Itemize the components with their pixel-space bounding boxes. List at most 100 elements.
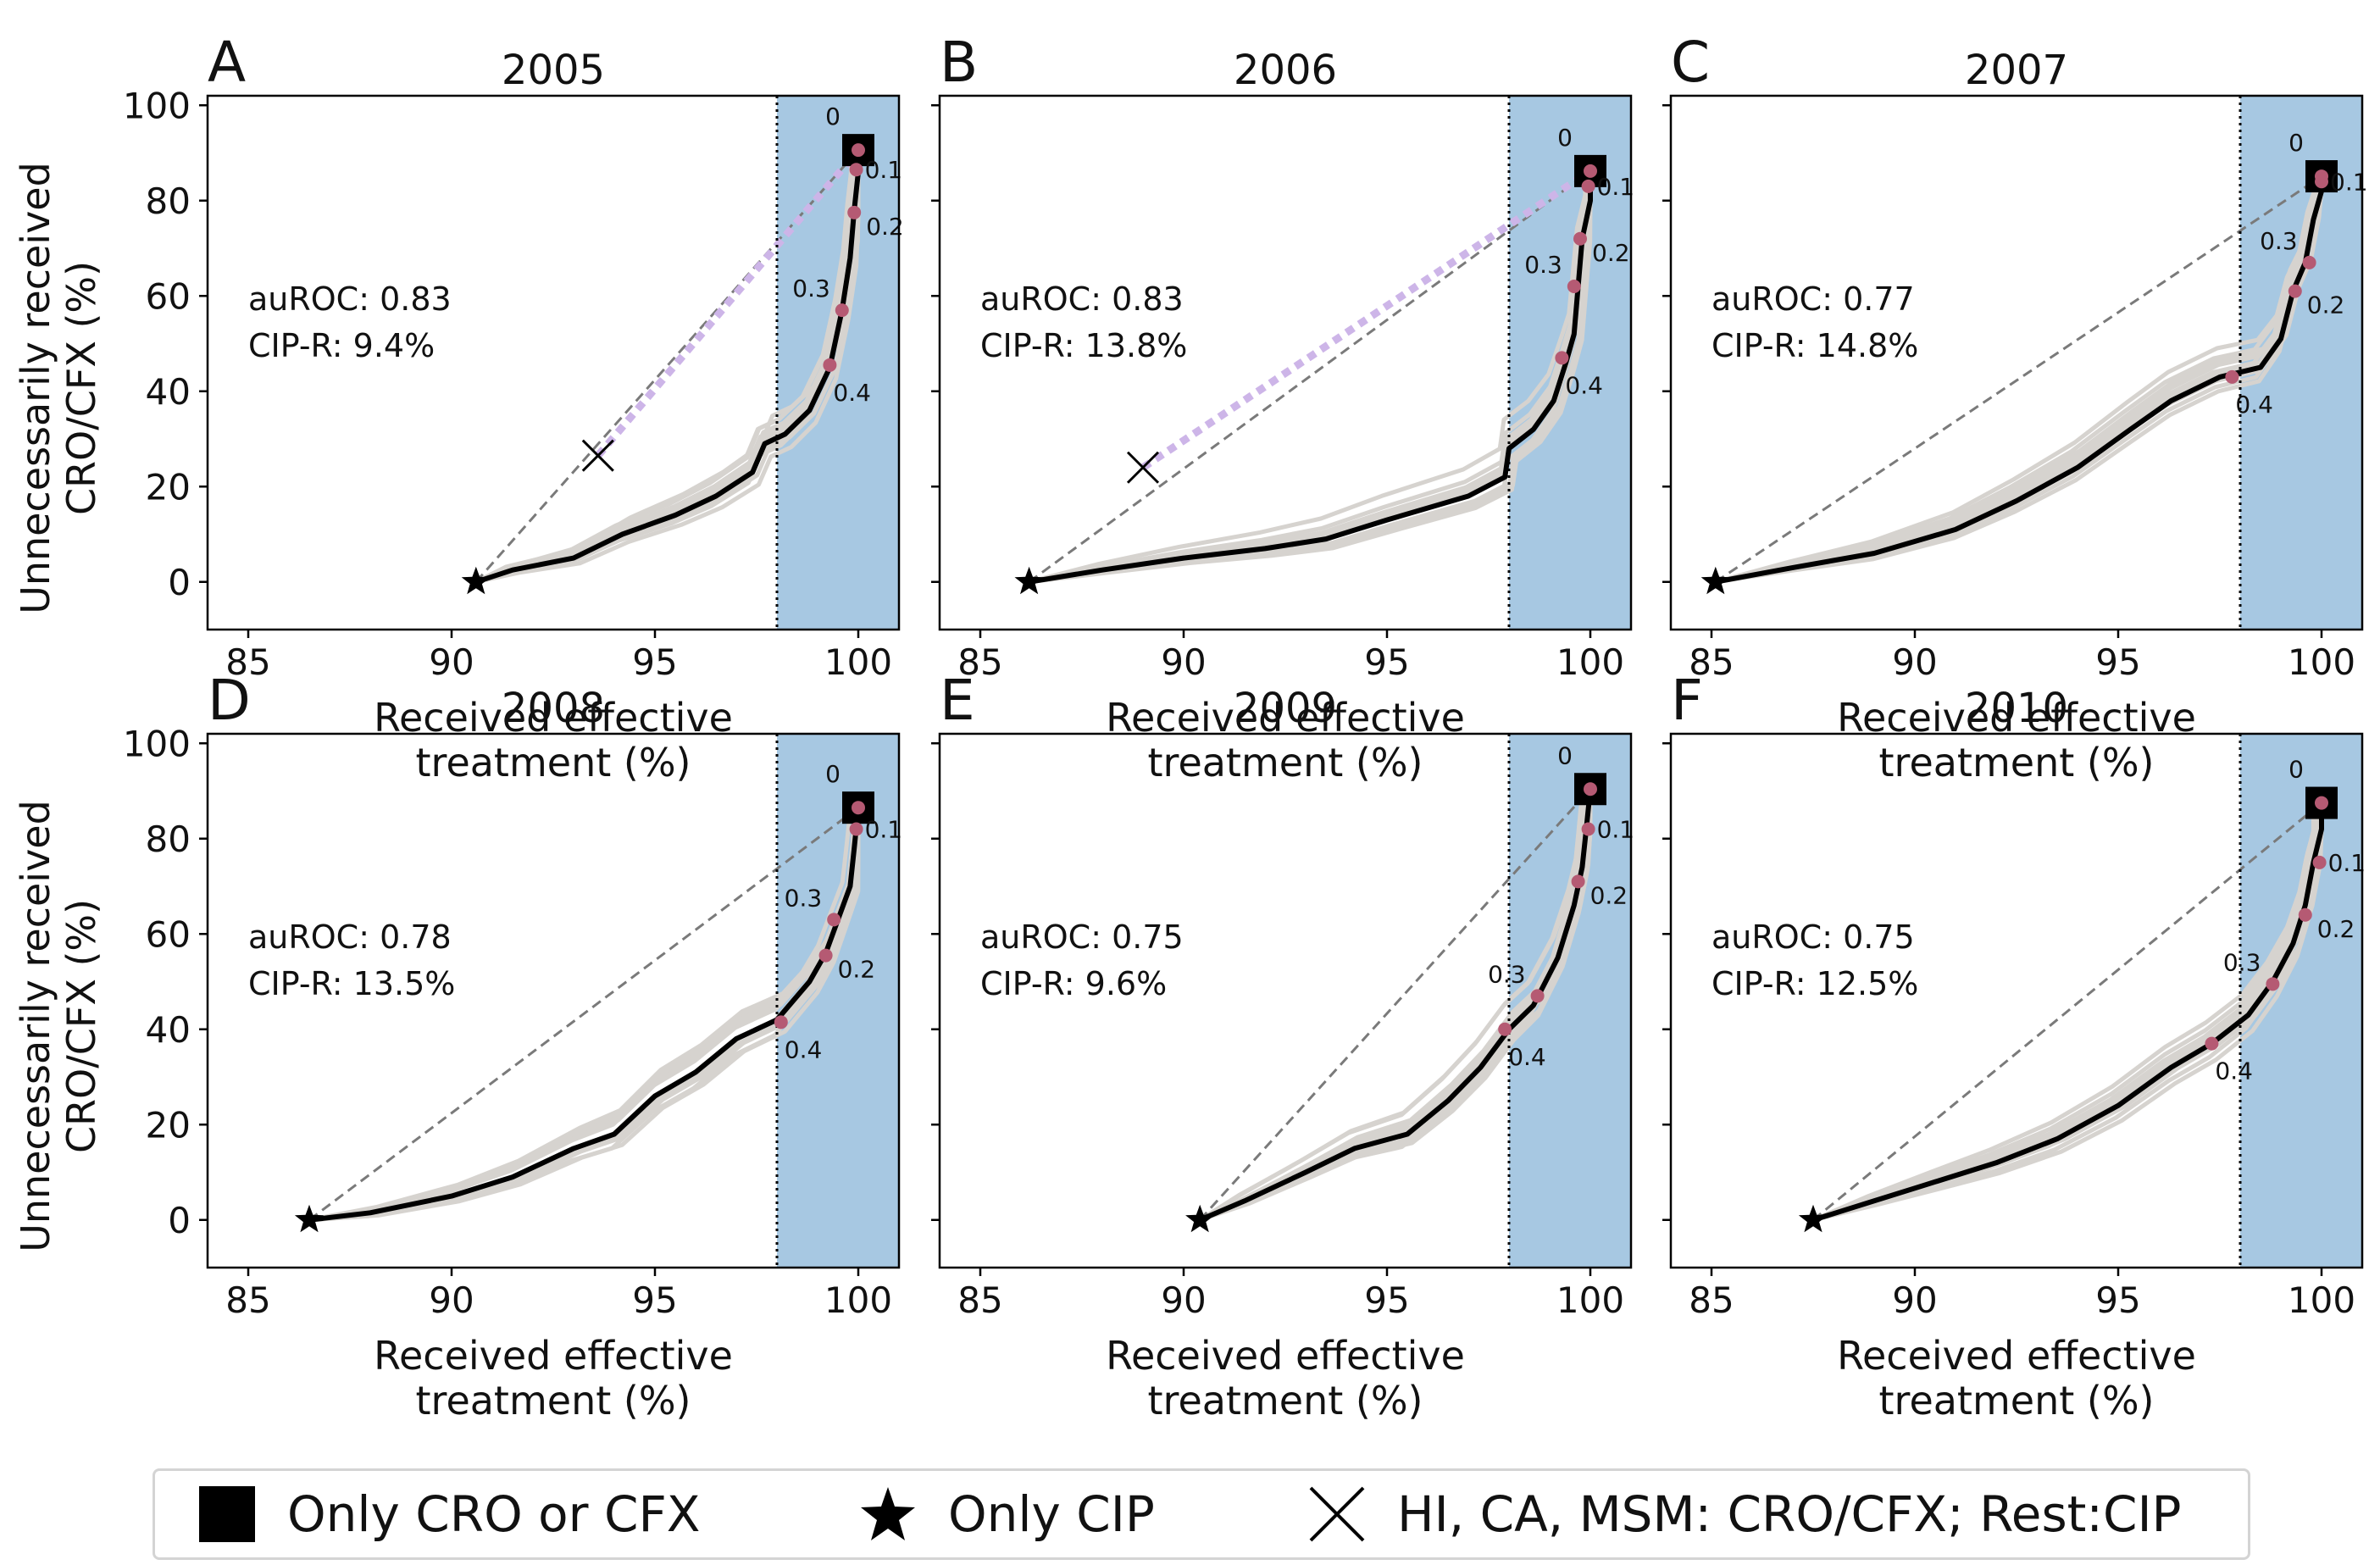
y-tick-label: 100	[123, 723, 191, 764]
roc-curve	[1715, 176, 2324, 585]
x-axis-label: treatment (%)	[416, 740, 691, 785]
star-marker	[1185, 1204, 1215, 1233]
y-tick-label: 60	[146, 913, 191, 955]
roc-curve	[1029, 170, 1593, 585]
plot-area	[1714, 96, 2324, 630]
y-tick-label: 80	[146, 819, 191, 860]
legend-item-square: Only CRO or CFX	[197, 1471, 701, 1557]
threshold-label: 0.1	[865, 816, 903, 844]
panel-letter: A	[208, 30, 246, 95]
threshold-dot	[2315, 175, 2328, 189]
panel-title: 2005	[502, 47, 605, 94]
auroc-text: auROC: 0.83	[980, 280, 1184, 318]
x-tick-label: 85	[225, 641, 270, 683]
threshold-label: 0.4	[2235, 391, 2273, 419]
bootstrap-curve	[1715, 176, 2318, 585]
threshold-label: 0.2	[2317, 915, 2355, 943]
y-tick-label: 40	[146, 1009, 191, 1051]
axes-frame	[1669, 732, 2364, 1269]
diagonal-dashed-line	[1028, 169, 1591, 583]
x-tick-label: 100	[1556, 641, 1624, 683]
roc-curve	[474, 150, 861, 585]
threshold-label: 0	[825, 760, 840, 788]
threshold-dot	[849, 163, 863, 177]
x-tick-label: 90	[1892, 1279, 1937, 1321]
x-tick-label: 85	[1689, 1279, 1734, 1321]
threshold-label: 0.3	[2260, 227, 2298, 255]
threshold-label: 0.2	[1592, 239, 1630, 267]
cross-marker	[581, 439, 614, 472]
x-axis-label: treatment (%)	[1879, 740, 2155, 785]
diagonal-dashed-line	[1812, 802, 2322, 1221]
plot-area	[308, 734, 861, 1268]
x-tick-label: 95	[2095, 641, 2140, 683]
axes-frame	[206, 732, 901, 1269]
cipr-text: CIP-R: 9.6%	[980, 965, 1167, 1002]
threshold-label: 0.2	[2307, 291, 2345, 319]
x-tick-label: 90	[1161, 1279, 1206, 1321]
x-tick-label: 85	[225, 1279, 270, 1321]
threshold-dot	[852, 801, 865, 815]
star-marker	[461, 566, 491, 595]
purple-dotted-line	[595, 147, 862, 458]
y-tick-label: 100	[123, 85, 191, 126]
axes-frame	[1669, 94, 2364, 631]
y-axis-label: CRO/CFX (%)	[58, 261, 104, 515]
diagonal-dashed-line	[1199, 788, 1592, 1221]
axes-frame	[938, 94, 1633, 631]
threshold-label: 0.1	[1597, 173, 1635, 201]
y-tick-label: 60	[146, 275, 191, 317]
x-tick-label: 90	[1892, 641, 1937, 683]
threshold-label: 0.4	[2215, 1057, 2253, 1085]
x-axis-label: treatment (%)	[1879, 1378, 2155, 1423]
threshold-label: 0.4	[833, 379, 871, 407]
threshold-dot	[835, 303, 849, 318]
x-tick-label: 95	[632, 641, 677, 683]
purple-dotted-line	[1140, 168, 1593, 471]
threshold-label: 0.2	[866, 213, 904, 241]
diagonal-dashed-line	[1714, 175, 2322, 583]
x-tick-label: 85	[957, 641, 1002, 683]
y-tick-label: 20	[146, 466, 191, 508]
threshold-label: 0.3	[1524, 251, 1562, 279]
y-tick-label: 20	[146, 1104, 191, 1146]
x-axis-label: treatment (%)	[416, 1378, 691, 1423]
threshold-dot	[2312, 855, 2327, 869]
cipr-text: CIP-R: 12.5%	[1711, 965, 1918, 1002]
x-tick-label: 95	[1364, 641, 1409, 683]
x-tick-label: 100	[1556, 1279, 1624, 1321]
threshold-dot	[847, 205, 862, 219]
legend-label: HI, CA, MSM: CRO/CFX; Rest:CIP	[1397, 1485, 2182, 1543]
bootstrap-curve	[308, 807, 861, 1223]
roc-curve	[308, 807, 861, 1223]
bootstrap-curve	[1029, 170, 1593, 585]
x-tick-label: 90	[429, 641, 474, 683]
panel-title: 2008	[502, 685, 605, 732]
threshold-dot	[818, 948, 833, 963]
threshold-label: 0.1	[865, 156, 903, 184]
legend-label: Only CIP	[948, 1485, 1155, 1543]
threshold-dot	[1567, 280, 1581, 293]
plot-area	[1198, 734, 1593, 1268]
star-marker	[294, 1204, 325, 1233]
threshold-dot	[1584, 164, 1597, 178]
cipr-text: CIP-R: 13.8%	[980, 327, 1187, 364]
threshold-dot	[2266, 977, 2280, 991]
x-tick-label: 100	[2288, 1279, 2355, 1321]
threshold-dot	[849, 822, 863, 836]
threshold-dot	[1581, 822, 1595, 836]
threshold-dot	[852, 143, 865, 158]
axes-frame	[938, 732, 1633, 1269]
x-axis-label: treatment (%)	[1148, 1378, 1423, 1423]
threshold-label: 0.2	[1590, 881, 1628, 909]
threshold-label: 0.3	[1488, 960, 1526, 988]
panel-title: 2009	[1234, 685, 1337, 732]
auroc-text: auROC: 0.77	[1711, 280, 1915, 318]
cross-marker	[1126, 451, 1160, 484]
threshold-label: 0.1	[2328, 849, 2366, 877]
panel-letter: D	[208, 668, 251, 733]
threshold-dot	[827, 913, 841, 927]
threshold-label: 0	[1557, 124, 1573, 152]
y-axis-label: Unnecessarily received	[13, 162, 58, 614]
auroc-text: auROC: 0.78	[248, 918, 452, 956]
